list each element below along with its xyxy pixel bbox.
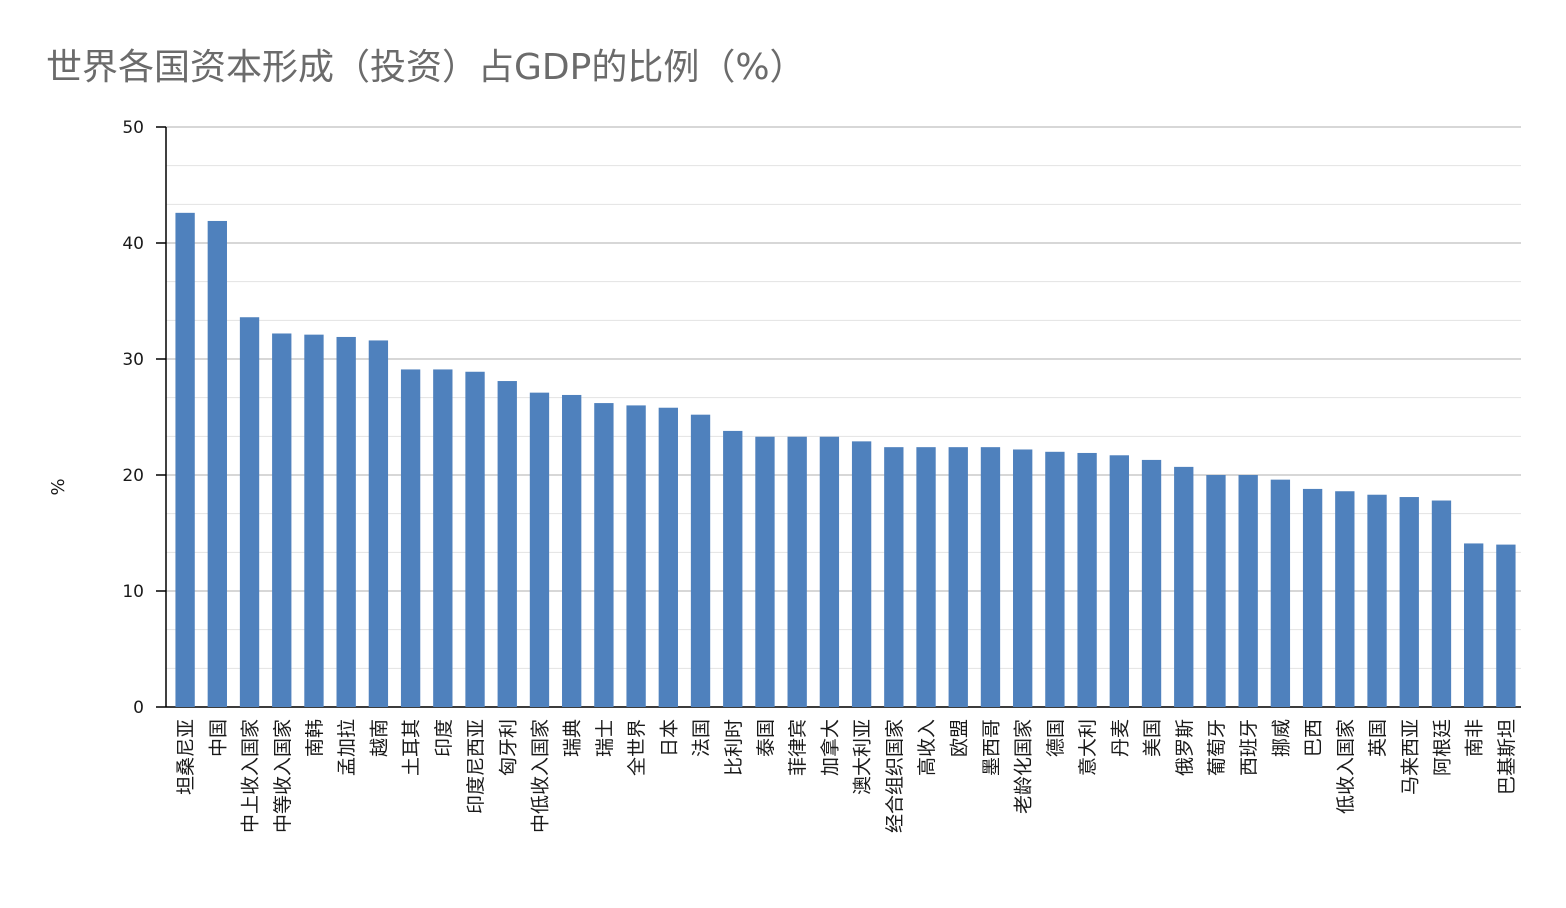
bar xyxy=(884,447,904,707)
category-label: 葡萄牙 xyxy=(1206,719,1228,776)
bar xyxy=(916,447,936,707)
category-label: 阿根廷 xyxy=(1431,719,1453,776)
bar xyxy=(787,436,807,707)
bar xyxy=(1045,451,1065,707)
category-label: 全世界 xyxy=(626,719,648,776)
category-label: 巴西 xyxy=(1303,719,1325,757)
bar xyxy=(1077,452,1097,707)
bar xyxy=(400,369,421,707)
bar xyxy=(948,447,968,707)
bar xyxy=(239,317,260,707)
bar xyxy=(1431,500,1452,707)
bar xyxy=(336,336,356,707)
bar xyxy=(1302,488,1323,707)
bar xyxy=(1206,475,1226,707)
bar xyxy=(626,405,646,707)
category-label: 英国 xyxy=(1367,719,1389,757)
bars xyxy=(175,212,1516,707)
bar xyxy=(1238,475,1258,707)
category-label: 加拿大 xyxy=(818,719,841,776)
category-label: 德国 xyxy=(1045,719,1067,757)
category-label: 印度 xyxy=(433,719,455,757)
category-label: 坦桑尼亚 xyxy=(175,719,197,795)
bar xyxy=(1109,455,1129,707)
category-label: 孟加拉 xyxy=(336,719,358,776)
category-label: 巴基斯坦 xyxy=(1496,719,1518,795)
category-label: 法国 xyxy=(691,719,713,757)
category-label: 经合组织国家 xyxy=(884,719,906,833)
category-label: 低收入国家 xyxy=(1335,719,1357,814)
bar xyxy=(819,436,840,707)
bar xyxy=(562,394,582,707)
category-label: 土耳其 xyxy=(401,719,423,776)
bar xyxy=(497,381,517,707)
category-label: 印度尼西亚 xyxy=(465,719,487,814)
category-label: 欧盟 xyxy=(948,719,970,757)
bar xyxy=(658,407,678,707)
bar xyxy=(529,392,550,707)
category-label: 菲律宾 xyxy=(787,719,809,776)
bar xyxy=(272,333,292,707)
category-label: 美国 xyxy=(1142,719,1164,757)
category-label: 高收入 xyxy=(916,719,938,776)
y-tick-label: 10 xyxy=(122,582,144,602)
category-label: 澳大利亚 xyxy=(852,719,874,795)
category-label: 墨西哥 xyxy=(980,719,1002,776)
category-label: 匈牙利 xyxy=(497,719,519,776)
bar xyxy=(1496,544,1516,707)
y-tick-label: 0 xyxy=(133,698,144,718)
bar xyxy=(368,340,389,707)
y-tick-label: 20 xyxy=(122,466,144,486)
bar xyxy=(1174,466,1194,707)
bar xyxy=(304,334,324,707)
category-label: 日本 xyxy=(658,719,680,757)
bar xyxy=(851,441,872,707)
bar xyxy=(690,414,711,707)
bar xyxy=(980,447,1001,707)
bar xyxy=(594,403,614,707)
category-label: 泰国 xyxy=(755,719,777,757)
y-tick-label: 50 xyxy=(122,118,144,138)
category-label: 中国 xyxy=(207,719,229,757)
y-axis-label: % xyxy=(48,478,69,495)
bar xyxy=(1335,491,1355,707)
category-label: 意大利 xyxy=(1077,719,1099,776)
gridlines xyxy=(166,126,1521,708)
y-tick-label: 40 xyxy=(122,234,144,254)
category-label: 南韩 xyxy=(304,719,326,757)
bar xyxy=(723,430,743,707)
category-label: 南非 xyxy=(1464,719,1486,757)
category-label: 瑞典 xyxy=(562,719,584,757)
chart-title: 世界各国资本形成（投资）占GDP的比例（%） xyxy=(46,47,806,88)
bar xyxy=(1141,459,1162,707)
category-label: 中上收入国家 xyxy=(240,719,262,833)
category-label: 瑞士 xyxy=(594,719,616,757)
bar xyxy=(1367,494,1387,707)
y-tick-label: 30 xyxy=(122,350,144,370)
category-label: 西班牙 xyxy=(1238,719,1260,776)
category-label: 马来西亚 xyxy=(1399,719,1421,795)
axes xyxy=(165,127,1521,708)
y-tick-labels: 0 10 20 30 40 50 xyxy=(122,118,166,718)
category-label: 老龄化国家 xyxy=(1013,719,1035,814)
category-labels: 坦桑尼亚 中国 中上收入国家 中等收入国家 南韩 孟加拉 越南 土耳其 印度 印度尼西亚 匈牙利 中低… xyxy=(175,719,1518,833)
bar xyxy=(1013,449,1033,707)
category-label: 中等收入国家 xyxy=(272,719,294,833)
bar xyxy=(1270,479,1291,707)
bar xyxy=(207,220,227,707)
category-label: 丹麦 xyxy=(1109,719,1131,757)
category-label: 中低收入国家 xyxy=(529,719,551,833)
bar xyxy=(1399,497,1419,707)
bar xyxy=(433,369,453,707)
category-label: 越南 xyxy=(368,719,390,757)
bar xyxy=(465,371,485,707)
bar xyxy=(755,436,775,707)
category-label: 俄罗斯 xyxy=(1174,719,1196,776)
category-label: 比利时 xyxy=(723,719,745,776)
bar xyxy=(175,212,195,707)
bar xyxy=(1464,543,1484,707)
category-label: 挪威 xyxy=(1270,719,1292,757)
